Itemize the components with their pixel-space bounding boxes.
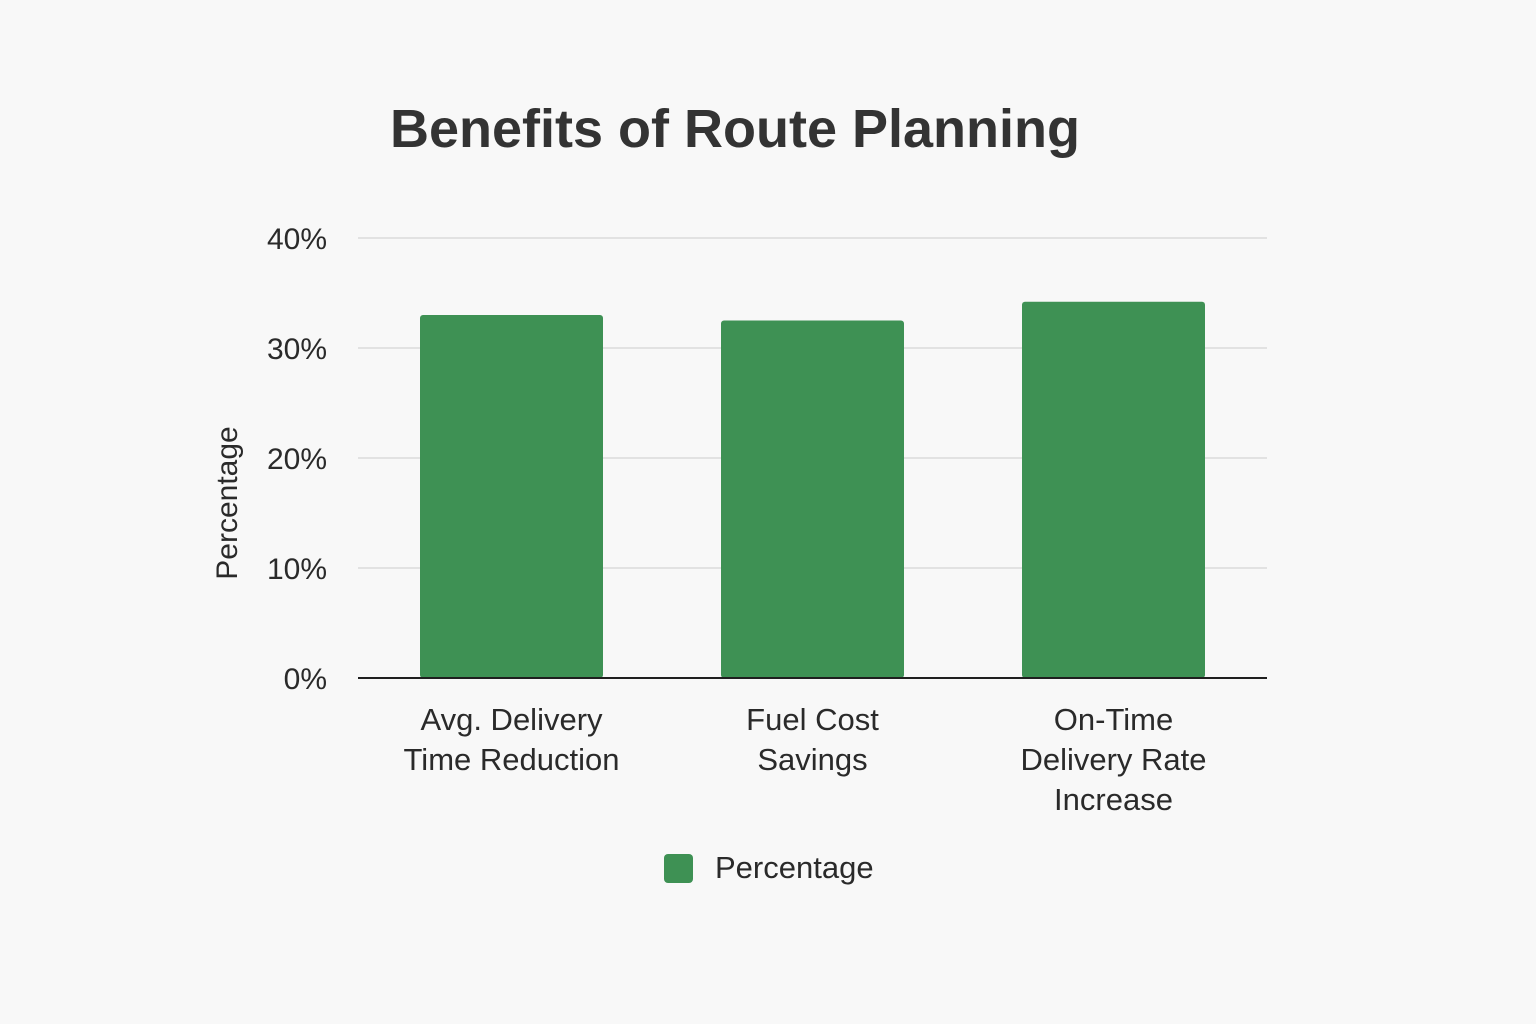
y-tick-label: 30%	[267, 333, 327, 366]
y-tick-label: 0%	[284, 663, 327, 696]
legend: Percentage	[664, 850, 874, 886]
bar	[721, 320, 904, 678]
x-tick-label: On-Time Delivery Rate Increase	[1020, 702, 1206, 817]
x-tick-label: Fuel Cost Savings	[746, 702, 879, 777]
x-tick-label: Avg. Delivery Time Reduction	[404, 702, 620, 777]
y-tick-label: 10%	[267, 553, 327, 586]
legend-swatch	[664, 853, 693, 883]
y-axis-title: Percentage	[211, 426, 244, 579]
chart-title: Benefits of Route Planning	[390, 99, 1081, 159]
bar	[420, 315, 603, 678]
legend-label: Percentage	[715, 850, 874, 885]
y-tick-label: 40%	[267, 223, 327, 256]
y-tick-label: 20%	[267, 443, 327, 476]
bar	[1022, 301, 1205, 678]
